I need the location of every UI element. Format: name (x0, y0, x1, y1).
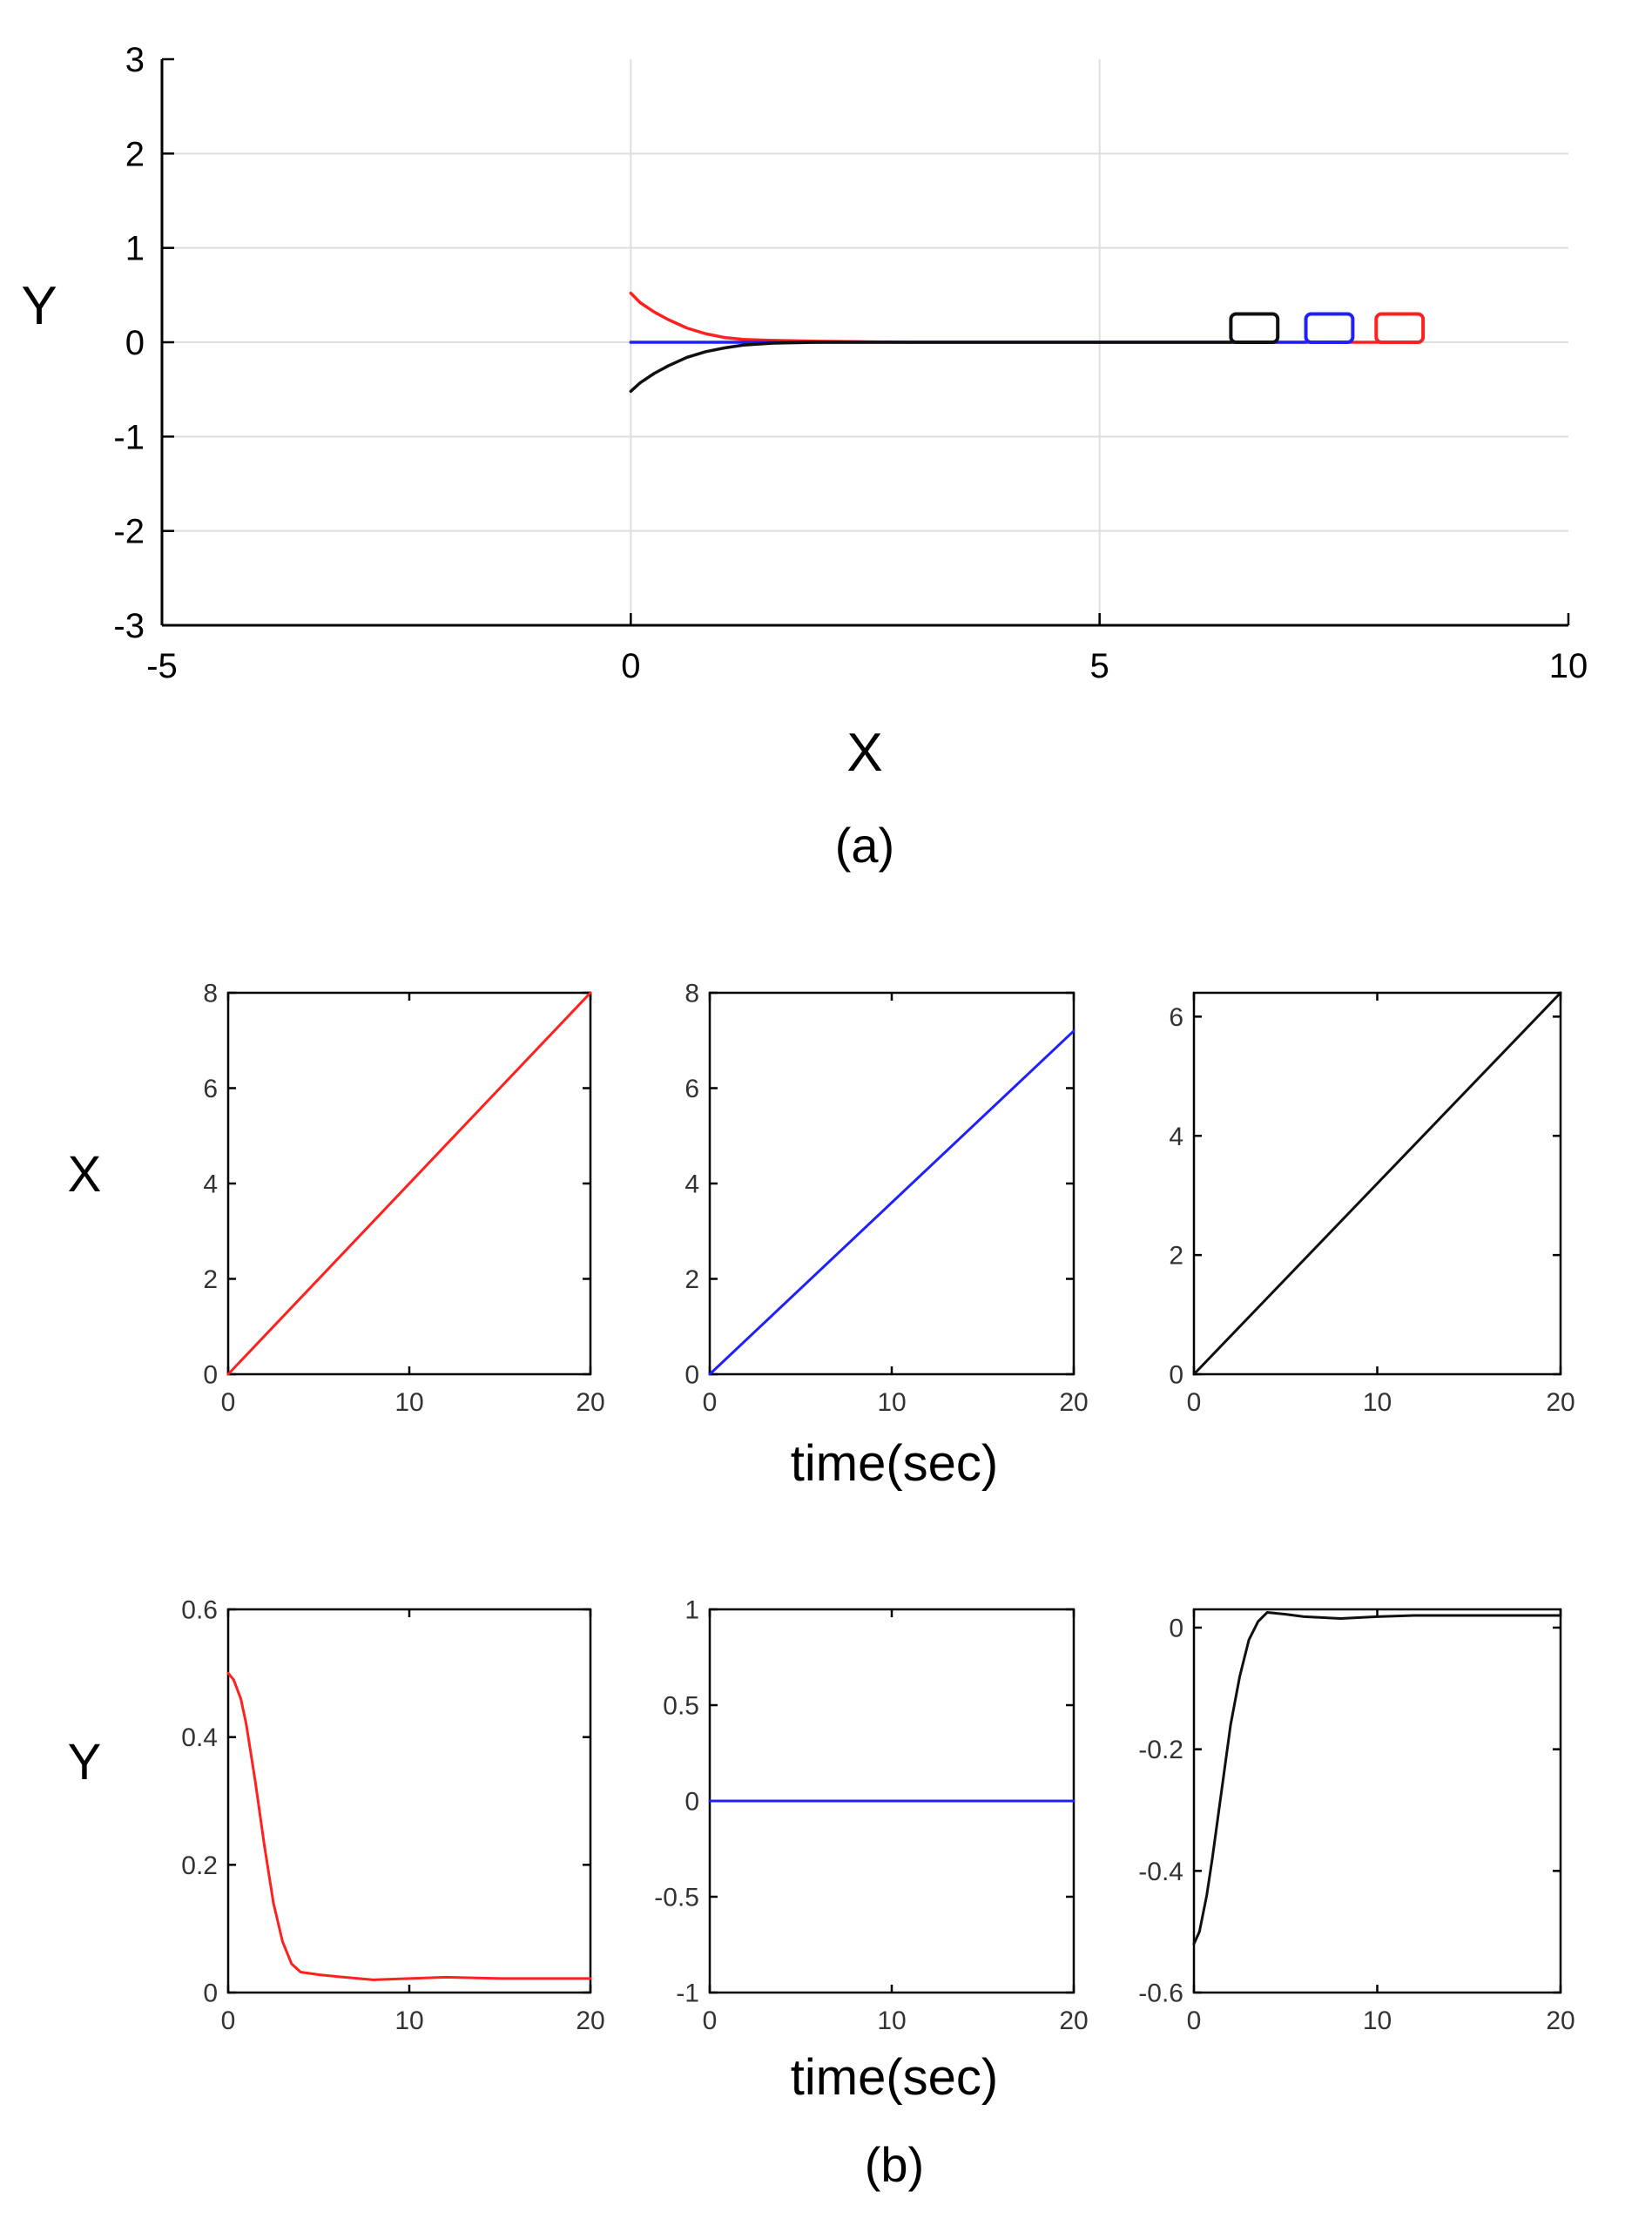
x-tick-label: 20 (1059, 2006, 1088, 2035)
x-tick-label: 0 (1187, 2006, 1202, 2035)
y-tick-label: 1 (125, 230, 145, 268)
y-tick-label: -1 (676, 1979, 699, 2008)
x-tick-label: 0 (621, 647, 640, 685)
y-tick-label: 2 (125, 135, 145, 173)
y-tick-label: -0.6 (1138, 1979, 1183, 2008)
y-tick-label: 3 (125, 41, 145, 79)
series-line-blue (708, 1029, 1075, 1376)
x-tick-label: 20 (576, 1388, 604, 1417)
y-tick-label: 0 (125, 324, 145, 362)
y-tick-label: -3 (113, 607, 145, 645)
y-tick-label: 4 (1169, 1123, 1183, 1151)
y-tick-label: -0.4 (1138, 1858, 1183, 1886)
caption-a: (a) (835, 818, 894, 873)
plot-frame (708, 991, 1075, 1376)
x-tick-label: 0 (1187, 1388, 1202, 1417)
x-axis-label: X (846, 723, 882, 783)
x-tick-label: 20 (576, 2006, 604, 2035)
series-line-red (226, 1671, 592, 1981)
y-tick-label: 0 (684, 1361, 699, 1390)
x-tick-label: 20 (1546, 1388, 1574, 1417)
robot-marker-blue (1304, 312, 1355, 344)
y-tick-label: 6 (684, 1075, 699, 1103)
row-label-x: X (68, 1146, 102, 1203)
x-tick-label: 0 (221, 2006, 236, 2035)
y-tick-label: 8 (203, 980, 218, 1008)
series-line-black (1192, 991, 1562, 1376)
x-tick-label: 10 (1363, 2006, 1392, 2035)
y-tick-label: 6 (203, 1075, 218, 1103)
robot-marker-black (1229, 312, 1280, 344)
x-tick-label: 5 (1090, 647, 1109, 685)
plot-frame (226, 1608, 592, 1994)
series-line-black (1192, 1610, 1562, 1946)
x-tick-label: 0 (221, 1388, 236, 1417)
y-tick-label: -2 (113, 513, 145, 551)
y-tick-label: 1 (684, 1596, 699, 1625)
y-tick-label: 0 (1169, 1361, 1183, 1390)
y-tick-label: 0 (1169, 1614, 1183, 1642)
y-axis-label: Y (21, 276, 57, 336)
y-vs-time-black-plot: 0 10 20 -0.6 -0.4 -0.2 0 (1138, 1608, 1575, 2035)
time-axis-label-bottom: time(sec) (791, 2049, 998, 2106)
y-tick-label: 0.4 (181, 1723, 218, 1752)
y-tick-label: 2 (203, 1265, 218, 1294)
x-vs-time-blue-plot: 0 10 20 0 2 4 6 8 (684, 980, 1088, 1418)
x-tick-label: 10 (394, 2006, 423, 2035)
y-tick-label: 2 (1169, 1242, 1183, 1271)
x-tick-label: 10 (1549, 647, 1588, 685)
x-vs-time-black-plot: 0 10 20 0 2 4 6 (1169, 991, 1575, 1417)
x-tick-label: -5 (146, 647, 178, 685)
x-tick-label: 20 (1546, 2006, 1574, 2035)
y-tick-label: -0.2 (1138, 1736, 1183, 1764)
y-tick-label: 8 (684, 980, 699, 1008)
series-line-red (629, 291, 1383, 344)
caption-b: (b) (865, 2137, 924, 2192)
robot-marker-red (1374, 312, 1426, 344)
y-tick-label: 2 (684, 1265, 699, 1294)
x-tick-label: 10 (394, 1388, 423, 1417)
x-tick-label: 0 (703, 2006, 718, 2035)
x-tick-label: 10 (877, 2006, 906, 2035)
y-tick-label: 0 (684, 1788, 699, 1817)
y-tick-label: -1 (113, 418, 145, 456)
y-tick-label: 4 (203, 1170, 218, 1199)
y-tick-label: 4 (684, 1170, 699, 1199)
y-tick-label: 0.5 (663, 1692, 699, 1721)
series-line-red (226, 991, 592, 1376)
x-tick-label: 10 (877, 1388, 906, 1417)
trajectory-plot-panel: -5 0 5 10 -3 -2 -1 0 1 2 3 (113, 41, 1588, 685)
y-tick-label: 6 (1169, 1003, 1183, 1032)
y-tick-label: 0.6 (181, 1596, 218, 1625)
series-line-black (629, 341, 1233, 394)
row-label-y: Y (68, 1734, 102, 1791)
plot-frame (1192, 1608, 1562, 1994)
y-tick-label: 0 (203, 1361, 218, 1390)
y-tick-label: 0.2 (181, 1851, 218, 1880)
x-tick-label: 20 (1059, 1388, 1088, 1417)
y-vs-time-blue-plot: 0 10 20 -1 -0.5 0 0.5 1 (654, 1596, 1088, 2036)
y-tick-label: 0 (203, 1979, 218, 2008)
y-vs-time-red-plot: 0 10 20 0 0.2 0.4 0.6 (181, 1596, 604, 2036)
time-axis-label-top: time(sec) (791, 1435, 998, 1492)
x-vs-time-red-plot: 0 10 20 0 2 4 6 8 (203, 980, 604, 1418)
x-tick-label: 10 (1363, 1388, 1392, 1417)
x-tick-label: 0 (703, 1388, 718, 1417)
y-tick-label: -0.5 (654, 1884, 699, 1912)
